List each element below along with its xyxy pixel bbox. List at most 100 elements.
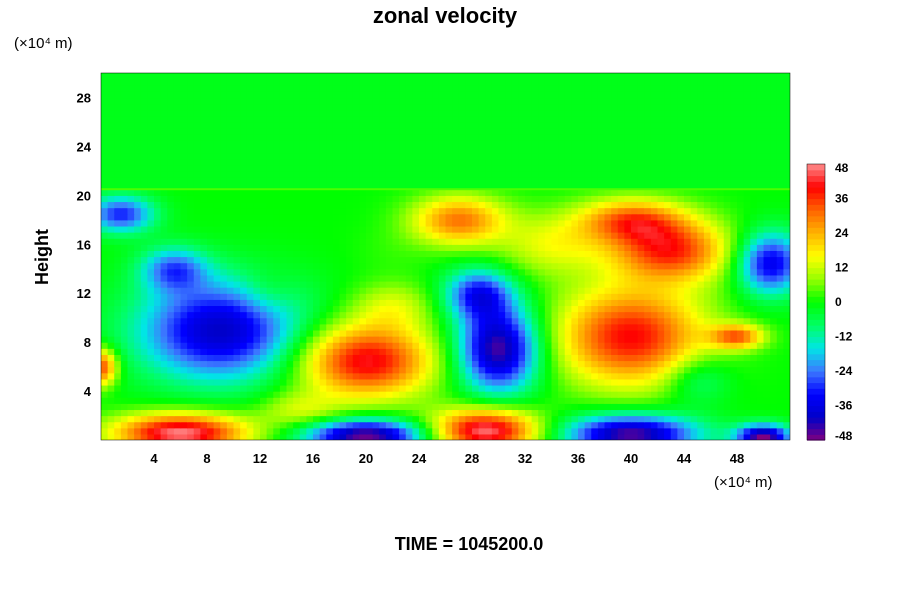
- heatmap-cell: [160, 323, 168, 331]
- heatmap-cell: [101, 262, 109, 270]
- heatmap-cell: [180, 262, 188, 270]
- heatmap-cell: [763, 391, 771, 398]
- heatmap-cell: [617, 323, 625, 331]
- heatmap-cell: [273, 397, 281, 404]
- heatmap-cell: [756, 366, 765, 374]
- heatmap-cell: [551, 256, 559, 264]
- heatmap-cell: [399, 195, 407, 203]
- heatmap-cell: [763, 225, 771, 233]
- heatmap-cell: [253, 238, 261, 245]
- heatmap-cell: [584, 427, 592, 435]
- heatmap-cell: [544, 415, 553, 423]
- heatmap-cell: [200, 403, 208, 411]
- heatmap-cell: [544, 342, 553, 349]
- heatmap-cell: [551, 336, 559, 343]
- heatmap-cell: [730, 384, 738, 392]
- heatmap-cell: [538, 323, 546, 331]
- heatmap-cell: [703, 176, 712, 184]
- heatmap-cell: [213, 311, 221, 319]
- heatmap-cell: [472, 244, 480, 251]
- heatmap-cell: [233, 348, 241, 355]
- heatmap-cell: [505, 397, 513, 404]
- heatmap-cell: [452, 268, 460, 276]
- heatmap-cell: [756, 183, 765, 190]
- heatmap-cell: [657, 201, 665, 209]
- heatmap-cell: [127, 366, 135, 374]
- heatmap-cell: [246, 397, 254, 404]
- heatmap-cell: [717, 305, 725, 313]
- heatmap-cell: [730, 225, 738, 233]
- heatmap-cell: [571, 152, 579, 160]
- heatmap-cell: [644, 415, 652, 423]
- heatmap-cell: [279, 305, 288, 313]
- heatmap-cell: [392, 213, 400, 221]
- heatmap-cell: [452, 164, 460, 172]
- heatmap-cell: [485, 397, 493, 404]
- heatmap-cell: [776, 384, 784, 392]
- heatmap-cell: [220, 244, 228, 251]
- heatmap-cell: [385, 354, 394, 362]
- heatmap-cell: [750, 287, 758, 294]
- heatmap-cell: [154, 219, 162, 227]
- heatmap-cell: [419, 317, 427, 325]
- heatmap-cell: [743, 293, 751, 300]
- heatmap-cell: [425, 317, 433, 325]
- heatmap-cell: [465, 311, 473, 319]
- heatmap-cell: [399, 384, 407, 392]
- heatmap-cell: [438, 170, 447, 178]
- heatmap-cell: [564, 201, 572, 209]
- heatmap-cell: [604, 348, 612, 355]
- heatmap-cell: [326, 213, 334, 221]
- heatmap-cell: [465, 360, 473, 368]
- heatmap-cell: [246, 360, 254, 368]
- heatmap-cell: [445, 183, 453, 190]
- heatmap-cell: [670, 378, 678, 386]
- heatmap-cell: [425, 232, 433, 239]
- heatmap-cell: [684, 268, 692, 276]
- heatmap-cell: [359, 213, 367, 221]
- heatmap-cell: [445, 195, 453, 203]
- heatmap-cell: [756, 433, 765, 440]
- heatmap-cell: [670, 366, 678, 374]
- heatmap-cell: [379, 360, 387, 368]
- heatmap-cell: [763, 262, 771, 270]
- heatmap-cell: [399, 366, 407, 374]
- heatmap-cell: [491, 219, 500, 227]
- heatmap-cell: [703, 360, 712, 368]
- heatmap-cell: [299, 207, 307, 215]
- heatmap-cell: [624, 433, 632, 440]
- heatmap-cell: [419, 183, 427, 190]
- heatmap-cell: [379, 421, 387, 429]
- heatmap-cell: [591, 323, 599, 331]
- heatmap-cell: [564, 176, 572, 184]
- heatmap-cell: [472, 366, 480, 374]
- heatmap-cell: [419, 146, 427, 154]
- heatmap-cell: [743, 427, 751, 435]
- heatmap-cell: [637, 176, 645, 184]
- heatmap-cell: [120, 219, 129, 227]
- heatmap-cell: [631, 274, 639, 282]
- heatmap-cell: [491, 433, 500, 440]
- heatmap-cell: [584, 421, 592, 429]
- heatmap-cell: [763, 207, 771, 215]
- heatmap-cell: [538, 189, 546, 196]
- heatmap-cell: [273, 372, 281, 380]
- heatmap-cell: [564, 329, 572, 337]
- heatmap-cell: [505, 403, 513, 411]
- heatmap-cell: [339, 244, 347, 251]
- heatmap-cell: [597, 372, 606, 380]
- heatmap-cell: [107, 403, 115, 411]
- heatmap-cell: [134, 372, 142, 380]
- heatmap-cell: [385, 403, 394, 411]
- heatmap-cell: [240, 415, 248, 423]
- heatmap-cell: [180, 268, 188, 276]
- heatmap-cell: [299, 219, 307, 227]
- heatmap-cell: [114, 372, 122, 380]
- heatmap-cell: [544, 372, 553, 380]
- heatmap-cell: [445, 311, 453, 319]
- heatmap-cell: [432, 274, 440, 282]
- heatmap-cell: [246, 176, 254, 184]
- heatmap-cell: [246, 183, 254, 190]
- heatmap-cell: [279, 250, 288, 258]
- heatmap-cell: [339, 250, 347, 258]
